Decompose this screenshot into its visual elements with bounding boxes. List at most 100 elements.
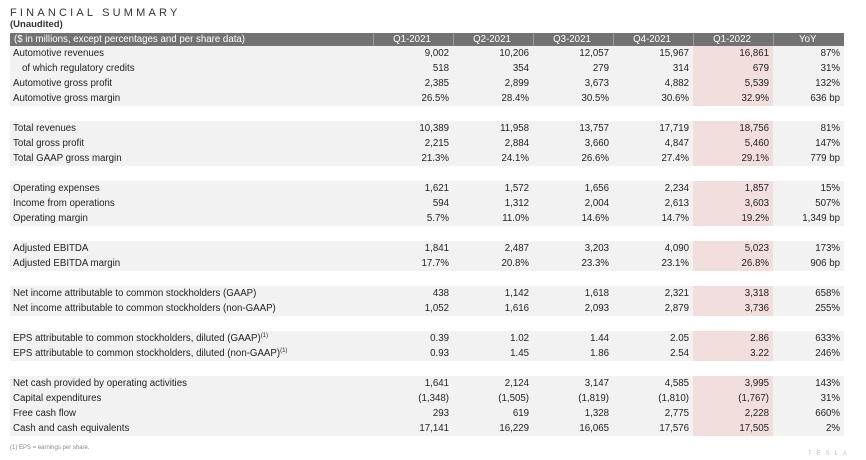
value-cell: 2,234 [613, 181, 693, 196]
financial-summary-table: ($ in millions, except percentages and p… [10, 33, 844, 436]
value-cell: 1,052 [373, 301, 453, 316]
yoy-cell: 246% [773, 346, 844, 361]
value-cell: 3,603 [693, 196, 773, 211]
table-row: Automotive gross profit 2,385 2,899 3,673 4,… [10, 76, 844, 91]
value-cell: 17.7% [373, 256, 453, 271]
value-cell: 10,206 [453, 46, 533, 61]
value-cell: 14.6% [533, 211, 613, 226]
value-cell: 4,847 [613, 136, 693, 151]
value-cell: 2,899 [453, 76, 533, 91]
table-row: Net cash provided by operating activitie… [10, 376, 844, 391]
value-cell: 279 [533, 61, 613, 76]
row-label-cell: EPS attributable to common stockholders,… [10, 331, 373, 346]
table-row: Free cash flow 293 619 1,328 2,775 2,228 660% [10, 406, 844, 421]
value-cell: 17,505 [693, 421, 773, 436]
yoy-cell: 1,349 bp [773, 211, 844, 226]
row-label-cell: of which regulatory credits [10, 61, 373, 76]
value-cell: 2.54 [613, 346, 693, 361]
row-label-cell: Operating expenses [10, 181, 373, 196]
value-cell: 2,775 [613, 406, 693, 421]
row-label: Automotive gross profit [13, 78, 113, 89]
table-row: Net income attributable to common stockh… [10, 286, 844, 301]
row-label-cell: Total revenues [10, 121, 373, 136]
row-label-cell: Total GAAP gross margin [10, 151, 373, 166]
value-cell: 2,487 [453, 241, 533, 256]
value-cell: 16,229 [453, 421, 533, 436]
table-row: Cash and cash equivalents 17,141 16,229 16,… [10, 421, 844, 436]
table-row: Adjusted EBITDA margin 17.7% 20.8% 23.3% 23.… [10, 256, 844, 271]
spacer-cell [10, 316, 844, 331]
value-cell: 23.1% [613, 256, 693, 271]
footnote-marker: (1) [260, 332, 269, 339]
row-label-cell: Automotive gross profit [10, 76, 373, 91]
value-cell: 2,385 [373, 76, 453, 91]
table-row: Adjusted EBITDA 1,841 2,487 3,203 4,090 5,023… [10, 241, 844, 256]
value-cell: 30.5% [533, 91, 613, 106]
row-label-cell: Automotive gross margin [10, 91, 373, 106]
yoy-cell: 132% [773, 76, 844, 91]
row-label: Automotive revenues [13, 48, 105, 59]
header-yoy: YoY [773, 33, 844, 46]
value-cell: 3,660 [533, 136, 613, 151]
yoy-cell: 906 bp [773, 256, 844, 271]
value-cell: 2,879 [613, 301, 693, 316]
yoy-cell: 31% [773, 61, 844, 76]
value-cell: 29.1% [693, 151, 773, 166]
row-label-cell: Income from operations [10, 196, 373, 211]
value-cell: 20.8% [453, 256, 533, 271]
table-spacer-row [10, 226, 844, 241]
footnote-marker: (1) [280, 347, 288, 354]
row-label-cell: Free cash flow [10, 406, 373, 421]
value-cell: 10,389 [373, 121, 453, 136]
row-label-cell: Capital expenditures [10, 391, 373, 406]
table-header-row: ($ in millions, except percentages and p… [10, 33, 844, 46]
row-label: Cash and cash equivalents [13, 423, 130, 434]
yoy-cell: 636 bp [773, 91, 844, 106]
value-cell: 16,065 [533, 421, 613, 436]
value-cell: 11.0% [453, 211, 533, 226]
table-spacer-row [10, 166, 844, 181]
row-label-cell: Net income attributable to common stockh… [10, 286, 373, 301]
value-cell: 1.02 [453, 331, 533, 346]
row-label: Total gross profit [13, 138, 85, 149]
value-cell: 0.39 [373, 331, 453, 346]
value-cell: 1,857 [693, 181, 773, 196]
value-cell: 15,967 [613, 46, 693, 61]
table-spacer-row [10, 271, 844, 286]
table-body: Automotive revenues 9,002 10,206 12,057 15,9… [10, 46, 844, 436]
header-q3-2021: Q3-2021 [533, 33, 614, 46]
value-cell: (1,505) [453, 391, 533, 406]
row-label: Operating margin [13, 213, 88, 224]
value-cell: 5,023 [693, 241, 773, 256]
value-cell: (1,819) [533, 391, 613, 406]
row-label: EPS attributable to common stockholders,… [13, 333, 261, 344]
table-row: Income from operations 594 1,312 2,004 2,613… [10, 196, 844, 211]
yoy-cell: 15% [773, 181, 844, 196]
table-row: Net income attributable to common stockh… [10, 301, 844, 316]
table-row: Total gross profit 2,215 2,884 3,660 4,847 5,… [10, 136, 844, 151]
yoy-cell: 507% [773, 196, 844, 211]
value-cell: 3,318 [693, 286, 773, 301]
value-cell: 1,621 [373, 181, 453, 196]
value-cell: 2.86 [693, 331, 773, 346]
page-subtitle: (Unaudited) [10, 19, 63, 30]
spacer-cell [10, 166, 844, 181]
row-label: Operating expenses [13, 183, 100, 194]
value-cell: 2,321 [613, 286, 693, 301]
value-cell: 1,312 [453, 196, 533, 211]
row-label: Automotive gross margin [13, 93, 121, 104]
row-label: Income from operations [13, 198, 115, 209]
yoy-cell: 658% [773, 286, 844, 301]
table-row: Operating expenses 1,621 1,572 1,656 2,234 1,… [10, 181, 844, 196]
page-title: FINANCIAL SUMMARY [10, 7, 181, 19]
yoy-cell: 173% [773, 241, 844, 256]
table-spacer-row [10, 106, 844, 121]
value-cell: 17,576 [613, 421, 693, 436]
yoy-cell: 255% [773, 301, 844, 316]
value-cell: 4,585 [613, 376, 693, 391]
value-cell: 1,616 [453, 301, 533, 316]
row-label-cell: Adjusted EBITDA [10, 241, 373, 256]
header-q1-2021: Q1-2021 [373, 33, 454, 46]
table-spacer-row [10, 316, 844, 331]
table-row: Operating margin 5.7% 11.0% 14.6% 14.7% 19.2%… [10, 211, 844, 226]
